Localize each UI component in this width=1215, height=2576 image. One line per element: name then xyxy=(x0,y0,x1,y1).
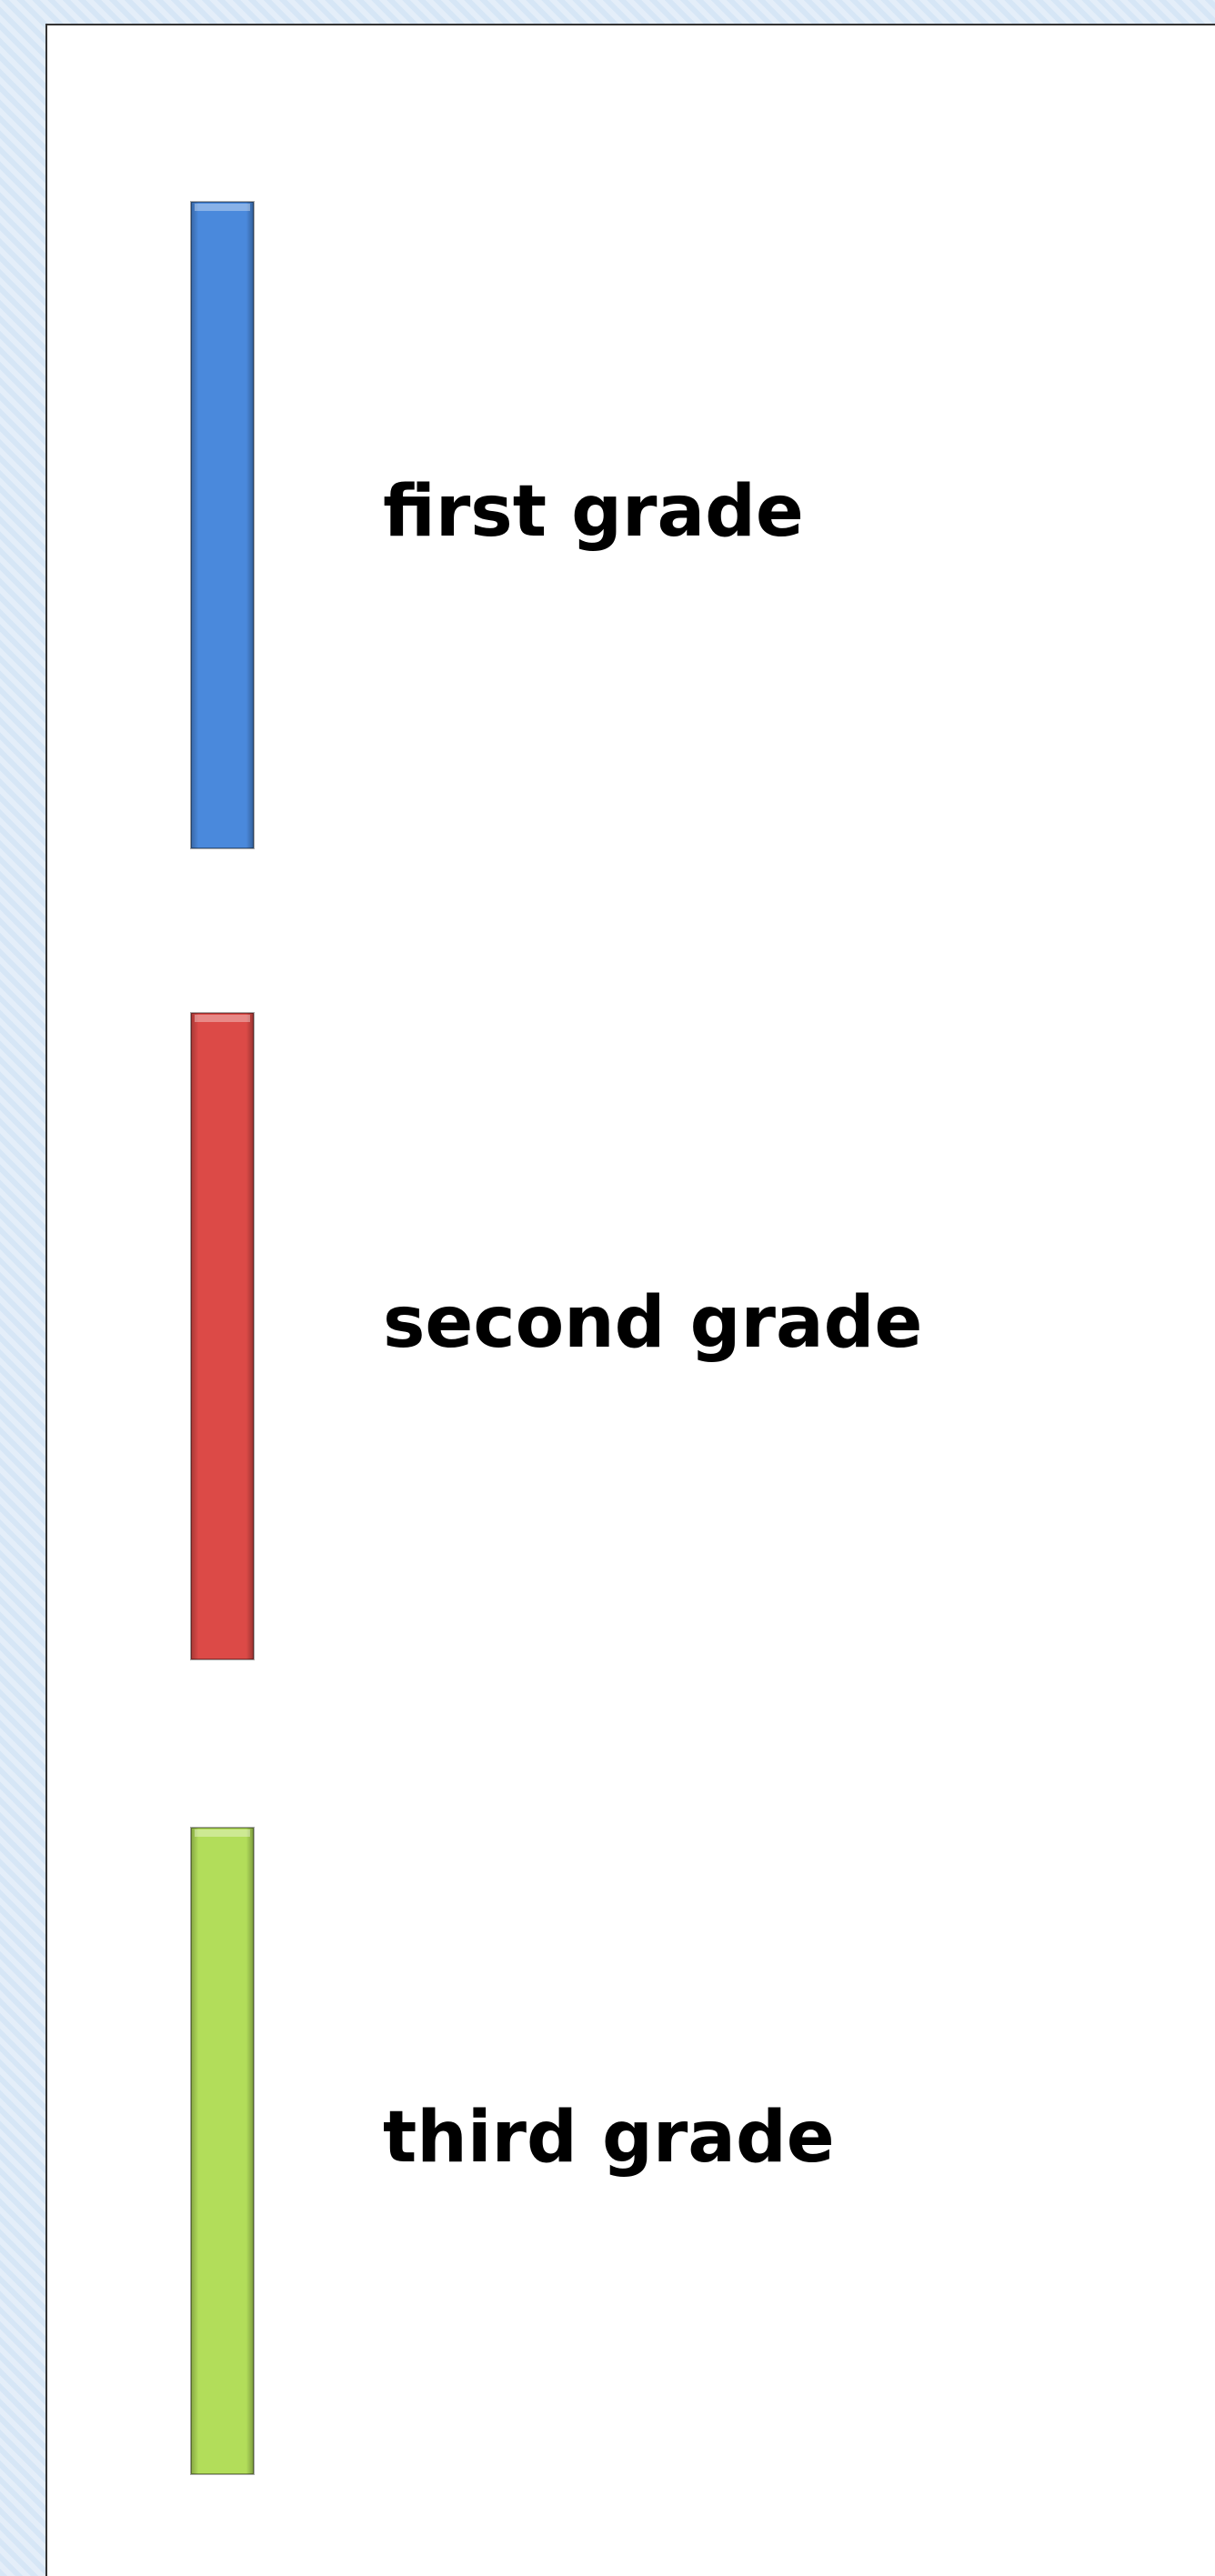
swatch-highlight xyxy=(195,1829,250,1837)
swatch-highlight xyxy=(195,1015,250,1022)
swatch-shade xyxy=(191,1828,254,2474)
swatch-highlight xyxy=(195,204,250,211)
legend-label: second grade xyxy=(383,1282,922,1364)
swatch-shade xyxy=(191,202,254,848)
legend-label: third grade xyxy=(383,2097,835,2179)
legend-label: first grade xyxy=(383,471,804,553)
swatch-shade xyxy=(191,1013,254,1659)
